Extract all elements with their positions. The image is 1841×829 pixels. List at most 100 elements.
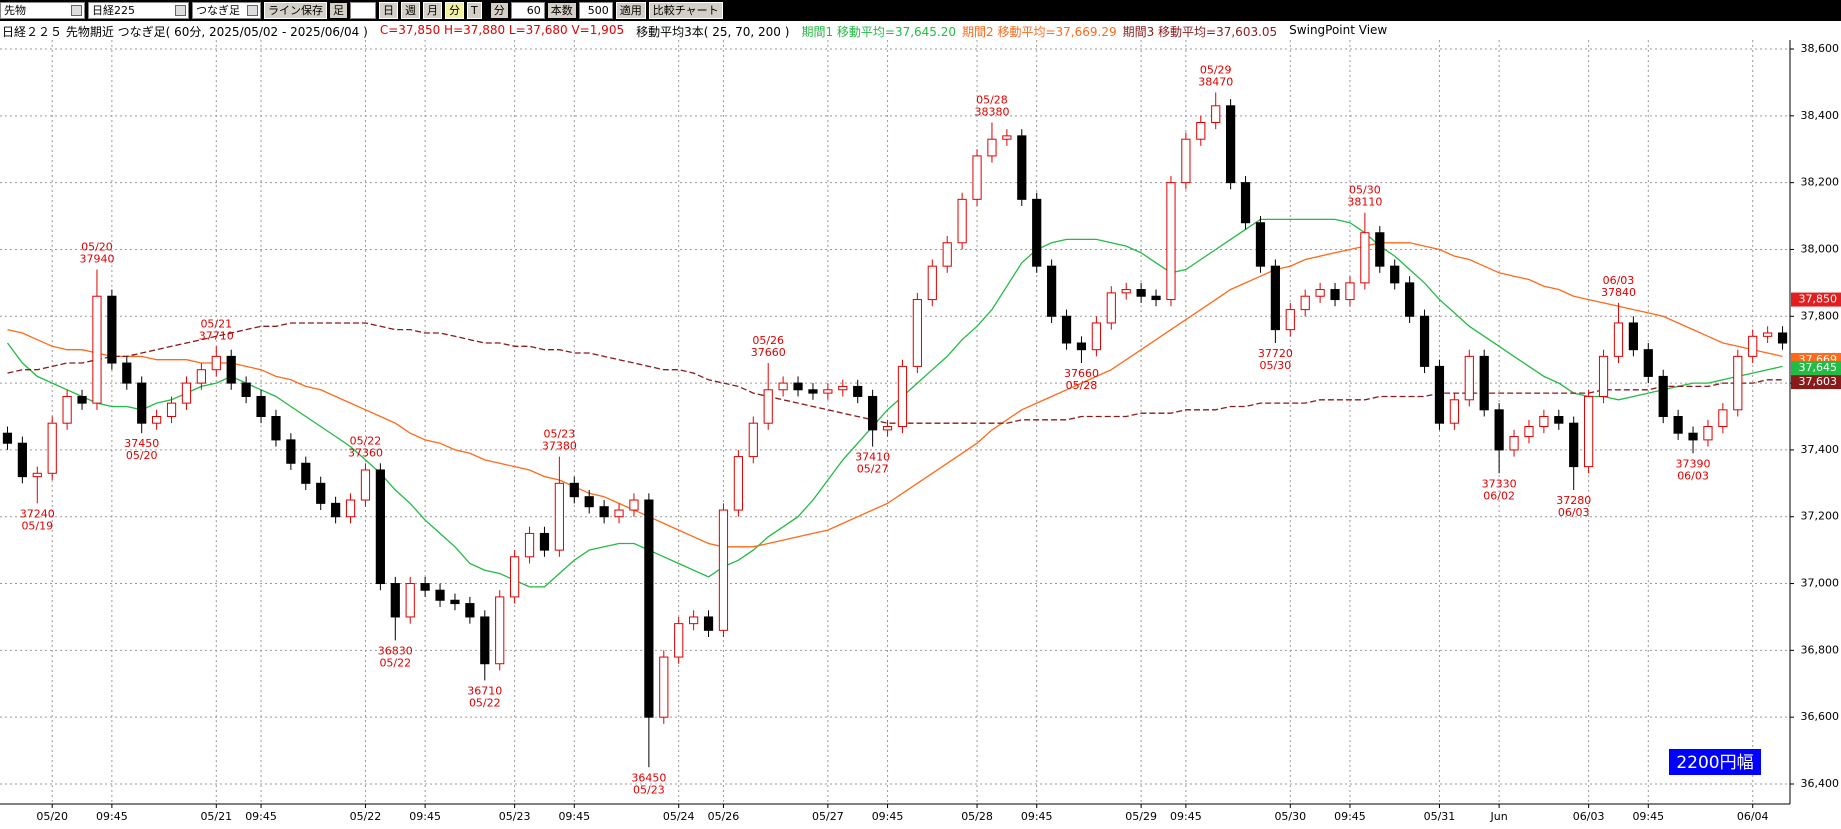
- swing-price: 37940: [79, 253, 114, 266]
- candle-body: [972, 155, 982, 200]
- candle-body: [420, 583, 430, 591]
- candle-body: [137, 382, 147, 424]
- candle-body: [1673, 416, 1683, 434]
- candle-body: [1464, 355, 1474, 401]
- day-button[interactable]: 日: [379, 2, 398, 19]
- y-tick-label: 37,400: [1801, 443, 1840, 456]
- candle-body: [1061, 315, 1072, 344]
- candle-body: [1375, 232, 1385, 267]
- apply-button[interactable]: 適用: [615, 2, 646, 19]
- candle-body: [510, 556, 520, 598]
- swing-date: 06/02: [1483, 489, 1515, 502]
- candle-body: [703, 616, 714, 631]
- x-tick-label: 09:45: [96, 810, 128, 823]
- candle-body: [868, 395, 878, 431]
- bar-box[interactable]: [350, 2, 376, 19]
- candle-body: [1703, 426, 1713, 441]
- candle-body: [554, 482, 564, 551]
- swing-date: 06/03: [1603, 274, 1635, 287]
- swing-date: 06/03: [1558, 506, 1590, 519]
- x-tick-label: 09:45: [1632, 810, 1664, 823]
- candle-body: [689, 616, 699, 625]
- swing-price: 37840: [1601, 286, 1636, 299]
- candle-body: [1255, 222, 1266, 267]
- swing-price: 37450: [124, 437, 159, 450]
- candle-body: [17, 442, 27, 478]
- candle-body: [47, 422, 57, 474]
- candle-body: [1524, 426, 1534, 438]
- quote: C=37,850 H=37,880 L=37,680 V=1,905: [379, 23, 625, 37]
- chart-header: 日経２２５ 先物期近 つなぎ足( 60分, 2025/05/02 - 2025/…: [2, 23, 1387, 39]
- price-tag: [1791, 375, 1841, 390]
- swing-price: 36710: [467, 684, 502, 697]
- tick-button[interactable]: T: [467, 2, 482, 19]
- candle-body: [495, 596, 505, 665]
- series-select[interactable]: つなぎ足: [192, 2, 261, 19]
- swing-date: 05/23: [633, 783, 665, 796]
- y-tick-label: 38,200: [1801, 176, 1840, 189]
- candle-body: [92, 295, 102, 404]
- swing-price: 37710: [199, 329, 234, 342]
- swing-price: 37660: [1064, 367, 1099, 380]
- save-lines-button[interactable]: ライン保存: [264, 2, 327, 19]
- count-input[interactable]: 500: [578, 2, 613, 19]
- candle-body: [166, 402, 177, 417]
- swing-date: 05/21: [200, 317, 232, 330]
- swing-price: 37360: [348, 446, 383, 459]
- x-tick-label: 05/26: [708, 810, 740, 823]
- candle-body: [644, 499, 654, 718]
- minute-input[interactable]: 60: [510, 2, 545, 19]
- candle-body: [181, 382, 192, 404]
- candle-body: [763, 389, 773, 424]
- swing-date: 05/30: [1260, 359, 1292, 372]
- candle-body: [1643, 349, 1653, 377]
- candle-body: [1494, 409, 1504, 451]
- candle-body: [629, 499, 639, 511]
- candle-body: [748, 422, 758, 458]
- bar-label: 足: [330, 3, 347, 18]
- swing-price: 38380: [974, 106, 1009, 119]
- moving-average-line: [6, 218, 1783, 588]
- candle-body: [1270, 265, 1280, 331]
- swing-price: 37330: [1482, 477, 1517, 490]
- x-tick-label: 09:45: [1334, 810, 1366, 823]
- candle-body: [1211, 105, 1221, 124]
- minute-button[interactable]: 分: [445, 2, 464, 19]
- swing-date: 05/20: [126, 449, 158, 462]
- candle-body: [480, 616, 490, 665]
- range-badge: [1669, 749, 1761, 775]
- candle-body: [1076, 342, 1087, 351]
- week-button[interactable]: 週: [401, 2, 420, 19]
- candle-body: [122, 362, 132, 384]
- compare-button[interactable]: 比較チャート: [648, 2, 723, 19]
- candle-body: [196, 369, 206, 384]
- market-select[interactable]: 先物: [0, 2, 85, 19]
- candle-body: [733, 456, 743, 511]
- candle-body: [1405, 282, 1415, 317]
- candle-body: [584, 496, 594, 508]
- candle-body: [1360, 232, 1370, 284]
- candle-body: [718, 509, 729, 631]
- candle-body: [778, 382, 788, 391]
- swing-price: 38110: [1347, 196, 1382, 209]
- swing-price: 37390: [1676, 457, 1711, 470]
- candle-body: [1419, 315, 1430, 367]
- swing-date: 05/20: [81, 241, 113, 254]
- ma-caption: 移動平均3本( 25, 70, 200 ): [636, 25, 790, 39]
- symbol-select[interactable]: 日経225: [88, 2, 189, 19]
- month-button[interactable]: 月: [423, 2, 442, 19]
- candle-body: [838, 385, 848, 391]
- y-tick-label: 36,400: [1801, 777, 1840, 790]
- candle-body: [1569, 422, 1579, 468]
- candle-body: [62, 395, 72, 424]
- candle-body: [301, 462, 311, 484]
- count-label: 本数: [547, 3, 576, 18]
- candle-body: [1748, 335, 1758, 357]
- price-tag-label: 37,603: [1799, 375, 1838, 388]
- candle-body: [435, 589, 445, 601]
- x-tick-label: 05/29: [1125, 810, 1157, 823]
- toolbar: 先物 日経225 つなぎ足 ライン保存 足 日 週 月 分 T 分 60 本数 …: [0, 0, 1841, 21]
- candle-body: [539, 532, 550, 551]
- candle-body: [390, 583, 400, 618]
